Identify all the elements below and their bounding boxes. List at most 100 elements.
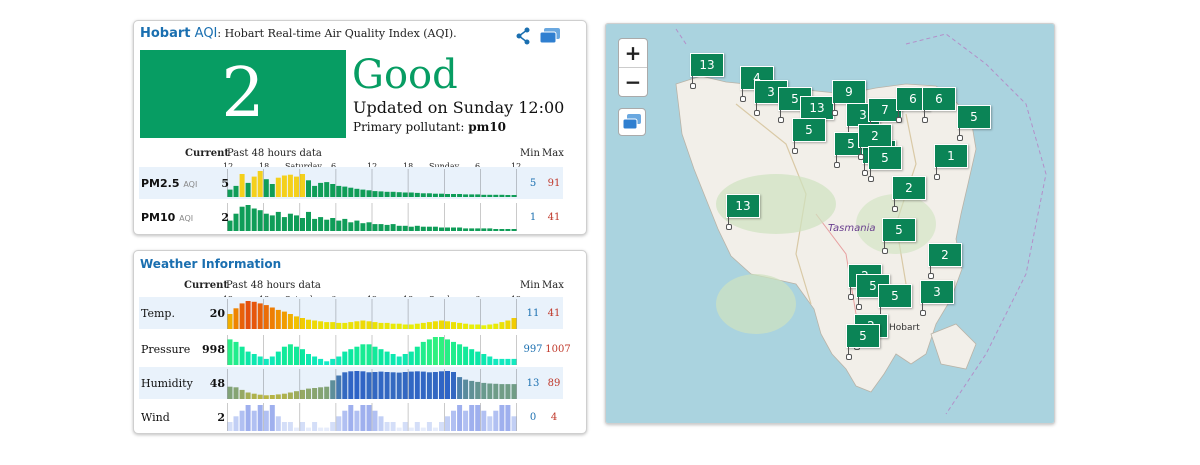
station-marker[interactable]: 9 bbox=[832, 80, 866, 116]
row-current: 5 bbox=[221, 177, 229, 190]
bar bbox=[300, 422, 305, 431]
row-max: 4 bbox=[550, 412, 558, 423]
layers-icon[interactable] bbox=[538, 26, 562, 46]
bar bbox=[426, 422, 432, 431]
bar bbox=[330, 380, 336, 399]
bar bbox=[505, 358, 511, 365]
temp-sparkline bbox=[227, 299, 517, 329]
temp-row[interactable]: Temp. 20 11 41 bbox=[139, 297, 563, 329]
station-marker[interactable]: 13 bbox=[726, 194, 760, 230]
pressure-sparkline bbox=[227, 335, 517, 365]
bar bbox=[414, 371, 420, 399]
station-marker[interactable]: 13 bbox=[690, 53, 724, 89]
pollutant-value: pm10 bbox=[468, 120, 507, 134]
zoom-out-button[interactable]: − bbox=[624, 70, 642, 94]
bar bbox=[233, 416, 239, 431]
bar bbox=[324, 182, 330, 197]
bar bbox=[275, 177, 281, 197]
station-marker[interactable]: 2 bbox=[892, 176, 926, 212]
station-marker[interactable]: 5 bbox=[957, 105, 991, 141]
bar bbox=[306, 427, 311, 431]
bar bbox=[414, 422, 420, 431]
bar bbox=[245, 351, 251, 365]
time-tick: 12 bbox=[367, 162, 377, 171]
bar bbox=[475, 194, 481, 197]
layers-button[interactable] bbox=[618, 108, 646, 136]
bar bbox=[227, 386, 233, 399]
bar bbox=[342, 322, 348, 329]
city-name[interactable]: Hobart bbox=[140, 26, 191, 41]
bar bbox=[269, 405, 275, 431]
bar bbox=[432, 427, 438, 431]
bar bbox=[251, 301, 257, 329]
aqi-map[interactable]: Tasmania Hobart + − 13435139376655552512… bbox=[605, 23, 1055, 424]
bar bbox=[275, 211, 281, 231]
bar bbox=[451, 322, 456, 329]
bar bbox=[414, 346, 420, 365]
bar bbox=[287, 344, 293, 365]
station-marker[interactable]: 3 bbox=[920, 280, 954, 316]
bar bbox=[348, 405, 354, 431]
bar bbox=[384, 191, 390, 197]
past-header: Past 48 hours data bbox=[226, 280, 321, 291]
station-marker[interactable]: 2 bbox=[928, 243, 962, 279]
station-marker[interactable]: 5 bbox=[846, 324, 880, 360]
bar bbox=[336, 356, 342, 365]
time-tick: 12 bbox=[511, 162, 521, 171]
bar bbox=[227, 422, 233, 431]
bar bbox=[263, 395, 269, 399]
bar bbox=[432, 193, 438, 197]
pm25-row[interactable]: PM2.5 AQI 5 5 91 bbox=[139, 167, 563, 199]
aqi-link[interactable]: AQI bbox=[194, 26, 218, 41]
station-marker[interactable]: 6 bbox=[922, 87, 956, 123]
station-marker[interactable]: 1 bbox=[934, 144, 968, 180]
wind-row[interactable]: Wind 2 0 4 bbox=[139, 401, 563, 433]
aqi-description: : Hobart Real-time Air Quality Index (AQ… bbox=[217, 27, 457, 40]
layers-icon bbox=[622, 114, 641, 130]
row-current: 48 bbox=[209, 377, 225, 390]
bar bbox=[432, 226, 438, 231]
station-marker[interactable]: 5 bbox=[792, 118, 826, 154]
bar bbox=[481, 194, 487, 197]
station-marker[interactable]: 5 bbox=[878, 284, 912, 320]
station-marker[interactable]: 13 bbox=[800, 96, 834, 132]
bar bbox=[281, 346, 287, 365]
bar bbox=[354, 321, 360, 329]
bar bbox=[451, 341, 456, 365]
zoom-in-button[interactable]: + bbox=[619, 39, 647, 68]
pm10-row[interactable]: PM10 AQI 2 1 41 bbox=[139, 201, 563, 233]
bar bbox=[269, 307, 275, 329]
bar bbox=[396, 427, 402, 431]
bar bbox=[318, 358, 324, 365]
bar bbox=[463, 228, 469, 231]
bar bbox=[451, 227, 456, 231]
weather-panel: Weather Information Current Past 48 hour… bbox=[133, 250, 587, 434]
bar bbox=[342, 218, 348, 231]
bar bbox=[439, 371, 444, 399]
bar bbox=[263, 213, 269, 231]
bar bbox=[493, 383, 499, 399]
bar bbox=[487, 416, 493, 431]
bar bbox=[360, 405, 366, 431]
bar bbox=[469, 194, 475, 197]
station-marker[interactable]: 2 bbox=[858, 124, 892, 160]
bar bbox=[227, 314, 233, 329]
bar bbox=[457, 322, 463, 329]
bar bbox=[426, 226, 432, 231]
pressure-row[interactable]: Pressure 998 997 1007 bbox=[139, 333, 571, 365]
station-marker[interactable]: 5 bbox=[868, 146, 902, 182]
share-icon[interactable] bbox=[514, 26, 534, 46]
updated-time: Updated on Sunday 12:00 bbox=[353, 98, 565, 117]
station-marker[interactable]: 5 bbox=[882, 218, 916, 254]
bar bbox=[269, 184, 275, 197]
bar bbox=[487, 194, 493, 197]
bar bbox=[330, 422, 336, 431]
bar bbox=[354, 371, 360, 399]
aqi-value-box: 2 bbox=[140, 50, 346, 138]
humidity-row[interactable]: Humidity 48 13 89 bbox=[139, 367, 563, 399]
row-max: 41 bbox=[547, 212, 561, 223]
bar bbox=[408, 192, 414, 197]
bar bbox=[360, 320, 366, 329]
bar bbox=[239, 346, 245, 365]
bar bbox=[445, 416, 450, 431]
